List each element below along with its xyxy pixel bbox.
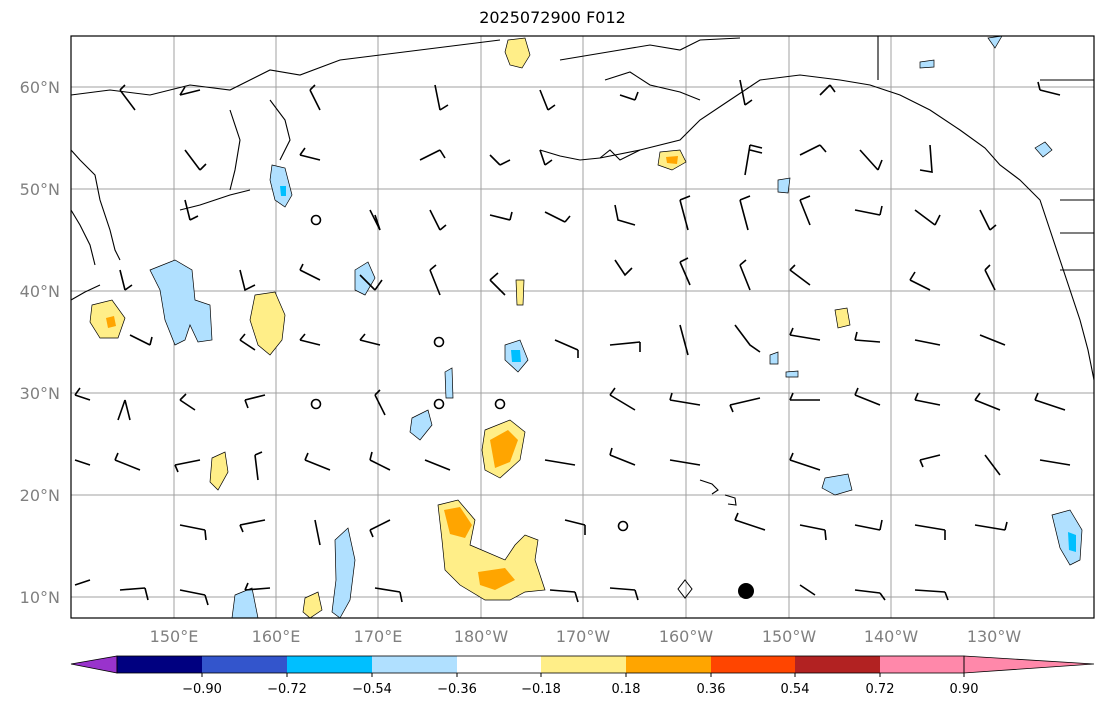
colorbar-tick-label: 0.72 (866, 682, 895, 697)
contour-negative (149, 259, 213, 346)
map-frame (70, 35, 1095, 619)
lon-label: 160°E (252, 627, 301, 646)
colorbar-segment (202, 656, 287, 673)
lon-label: 140°W (864, 627, 919, 646)
lon-label: 170°W (556, 627, 611, 646)
contour-positive (249, 291, 286, 356)
map-title: 2025072900 F012 (479, 8, 626, 27)
colorbar-tick-label: −0.72 (267, 682, 307, 697)
contour-negative (511, 350, 521, 362)
contour-negative (821, 473, 853, 496)
diamond-marker (677, 579, 693, 599)
colorbar-tick-label: 0.54 (781, 682, 810, 697)
contour-negative (331, 527, 356, 619)
colorbar-tick-label: −0.90 (182, 682, 222, 697)
lon-label: 180°W (454, 627, 509, 646)
contour-positive (490, 430, 518, 468)
lon-label: 150°W (762, 627, 817, 646)
colorbar-tick-label: 0.90 (950, 682, 979, 697)
contour-negative (280, 186, 286, 196)
colorbar-tick-label: −0.54 (352, 682, 392, 697)
colorbar-segment (541, 656, 626, 673)
contour-positive (515, 279, 525, 306)
lon-label: 130°W (967, 627, 1022, 646)
calm-markers (310, 214, 629, 532)
colorbar-extend-high (963, 655, 1095, 674)
colorbar-tick-label: −0.18 (521, 682, 561, 697)
colorbar: −0.90 −0.72 −0.54 −0.36 −0.18 0.18 0.36 … (70, 655, 1095, 697)
colorbar-segment (117, 656, 202, 673)
contour-negative (777, 177, 791, 194)
contour-positive (666, 156, 678, 164)
lat-label: 30°N (20, 384, 60, 403)
contour-negative (1068, 532, 1076, 552)
coastlines (70, 36, 1095, 506)
contour-positive (444, 507, 472, 538)
contour-negative (785, 370, 799, 378)
lat-label: 60°N (20, 78, 60, 97)
contour-negative (354, 261, 376, 296)
colorbar-segment (287, 656, 372, 673)
lon-label: 160°W (659, 627, 714, 646)
colorbar-segment (626, 656, 711, 673)
contour-positive (504, 37, 531, 69)
lon-label: 150°E (150, 627, 199, 646)
lat-label: 40°N (20, 282, 60, 301)
colorbar-tick-label: −0.36 (437, 682, 477, 697)
station-marker (738, 583, 754, 599)
contour-negative (1034, 141, 1053, 158)
colorbar-segment (372, 656, 457, 673)
lon-label: 170°E (354, 627, 403, 646)
wind-barbs (74, 79, 1071, 606)
colorbar-segment (795, 656, 880, 673)
contour-positive (106, 316, 116, 328)
colorbar-segment (457, 656, 541, 673)
colorbar-tick-label: 0.18 (612, 682, 641, 697)
lat-label: 50°N (20, 180, 60, 199)
contour-positive (834, 307, 851, 329)
contour-positive (478, 568, 515, 590)
colorbar-extend-low (70, 655, 118, 674)
contour-negative (919, 59, 935, 69)
contour-negative (409, 409, 433, 441)
contour-negative (444, 367, 454, 399)
longitude-labels: 150°E 160°E 170°E 180°W 170°W 160°W 150°… (150, 627, 1022, 646)
colorbar-segment (880, 656, 964, 673)
colorbar-tick-label: 0.36 (697, 682, 726, 697)
latitude-labels: 60°N 50°N 40°N 30°N 20°N 10°N (20, 78, 60, 607)
contour-fills (89, 35, 1083, 619)
lat-label: 20°N (20, 486, 60, 505)
lat-label: 10°N (20, 588, 60, 607)
contour-negative (987, 35, 1003, 49)
colorbar-segment (711, 656, 795, 673)
contour-positive (302, 591, 323, 619)
contour-positive (209, 451, 229, 491)
contour-negative (769, 351, 779, 365)
